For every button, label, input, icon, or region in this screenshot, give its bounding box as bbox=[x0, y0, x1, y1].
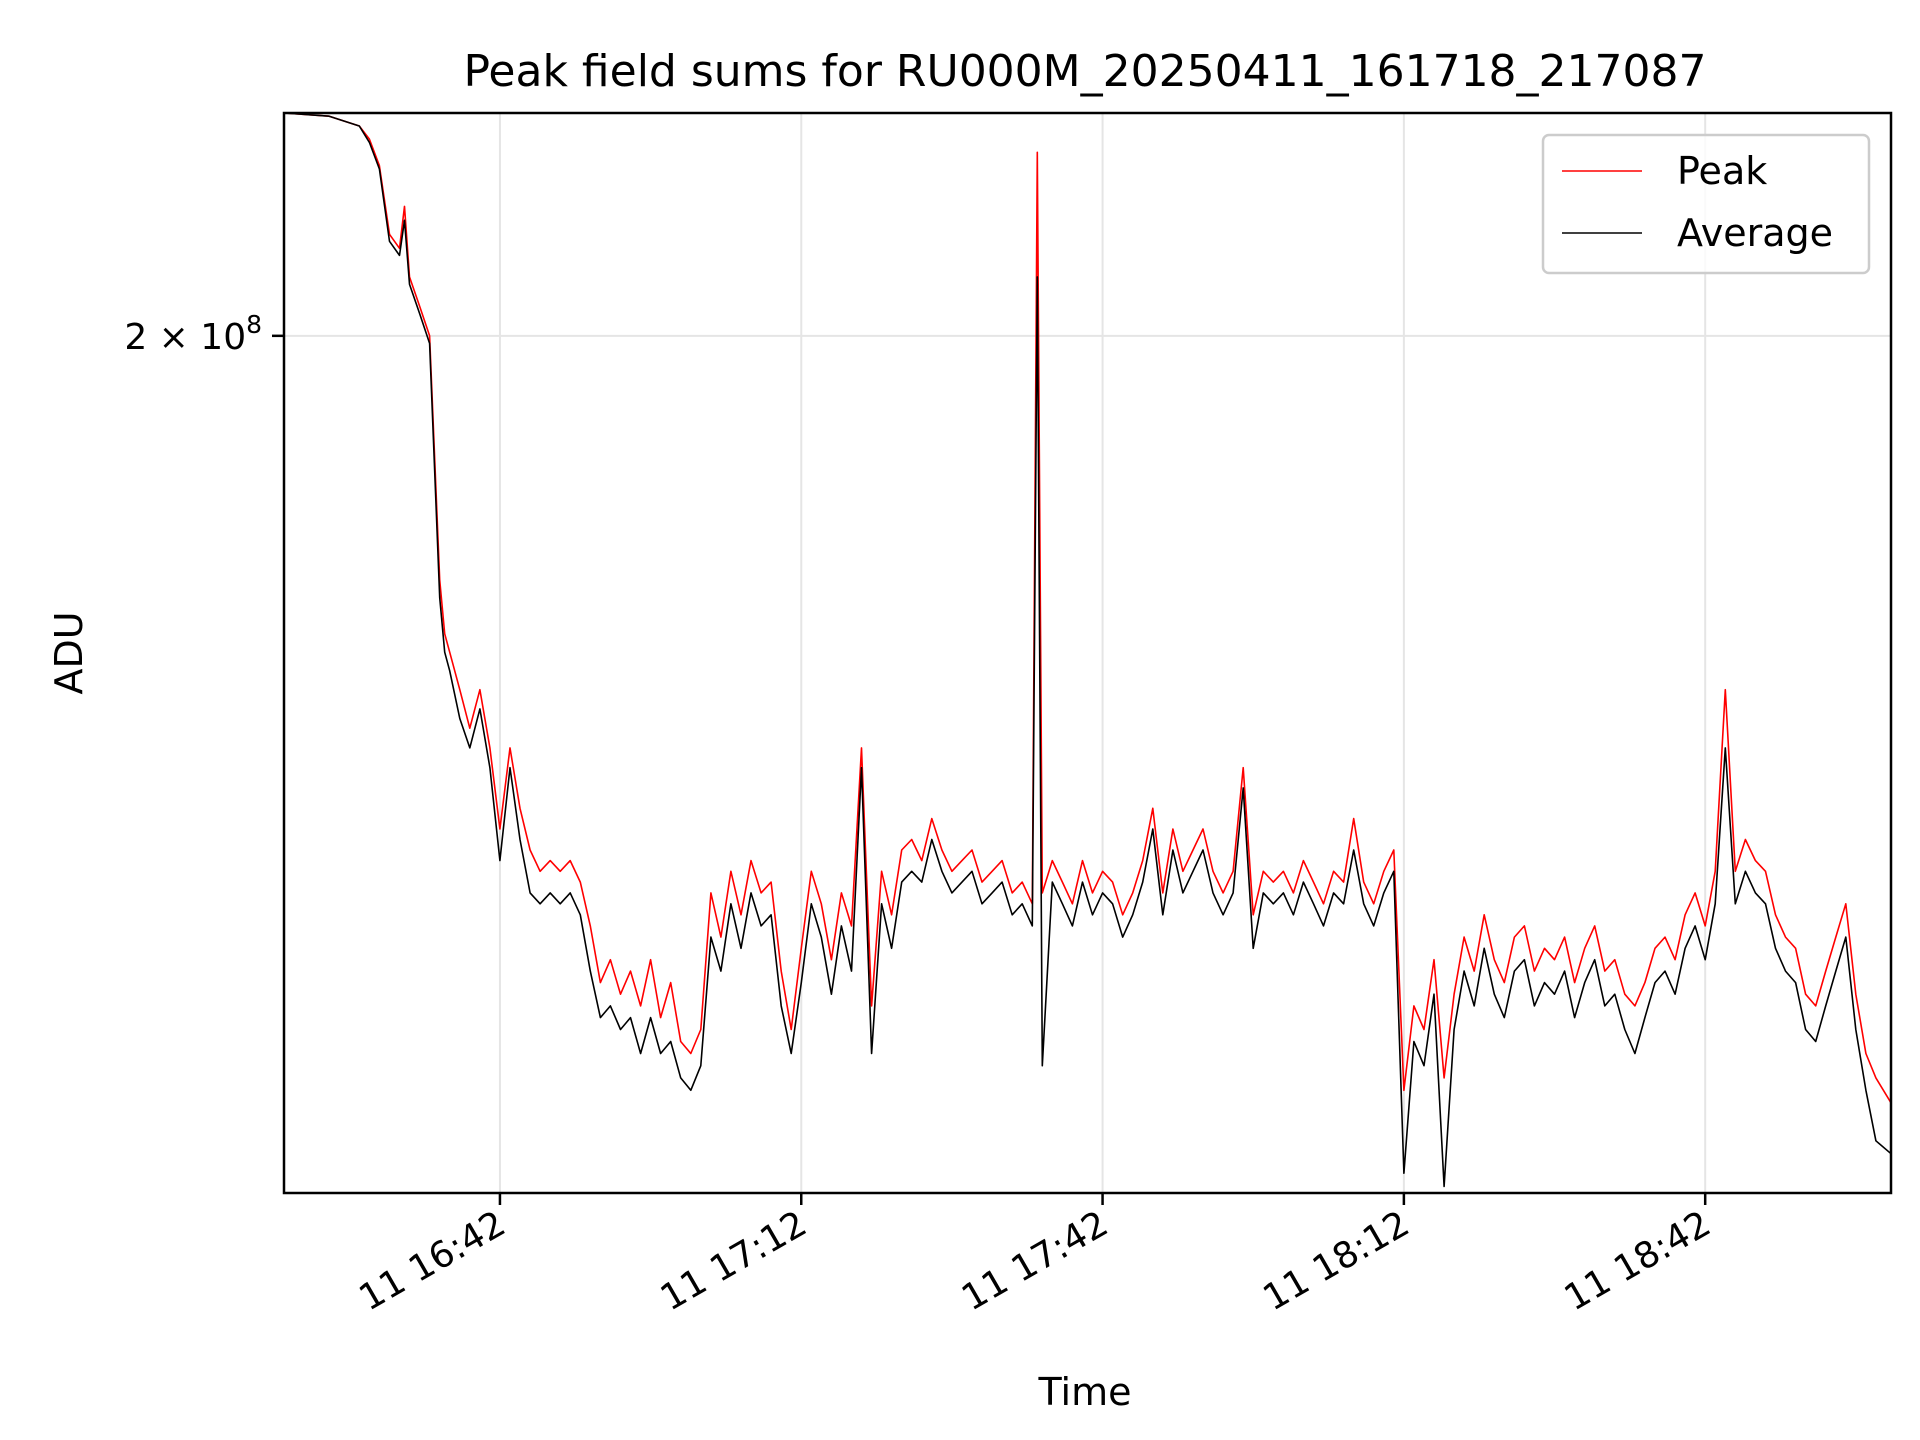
legend-label-peak: Peak bbox=[1677, 149, 1767, 193]
legend-label-average: Average bbox=[1677, 211, 1833, 255]
legend-box bbox=[1541, 133, 1871, 275]
plot-frame bbox=[282, 111, 1893, 1195]
y-tick-label-exponent: 8 bbox=[246, 310, 262, 339]
y-axis-label: ADU bbox=[47, 611, 91, 694]
y-tick-label: 2 × 108 bbox=[124, 310, 262, 358]
series-line-average bbox=[283, 112, 1892, 1188]
chart-title: Peak field sums for RU000M_20250411_1617… bbox=[463, 46, 1706, 97]
y-tick-label-base: 2 × 10 bbox=[124, 317, 246, 358]
legend: Peak Average bbox=[1541, 133, 1871, 275]
x-axis-label: Time bbox=[1038, 1370, 1132, 1414]
series-layer bbox=[283, 112, 1892, 1188]
grid-layer bbox=[284, 113, 1891, 1193]
series-line-peak bbox=[283, 112, 1892, 1104]
